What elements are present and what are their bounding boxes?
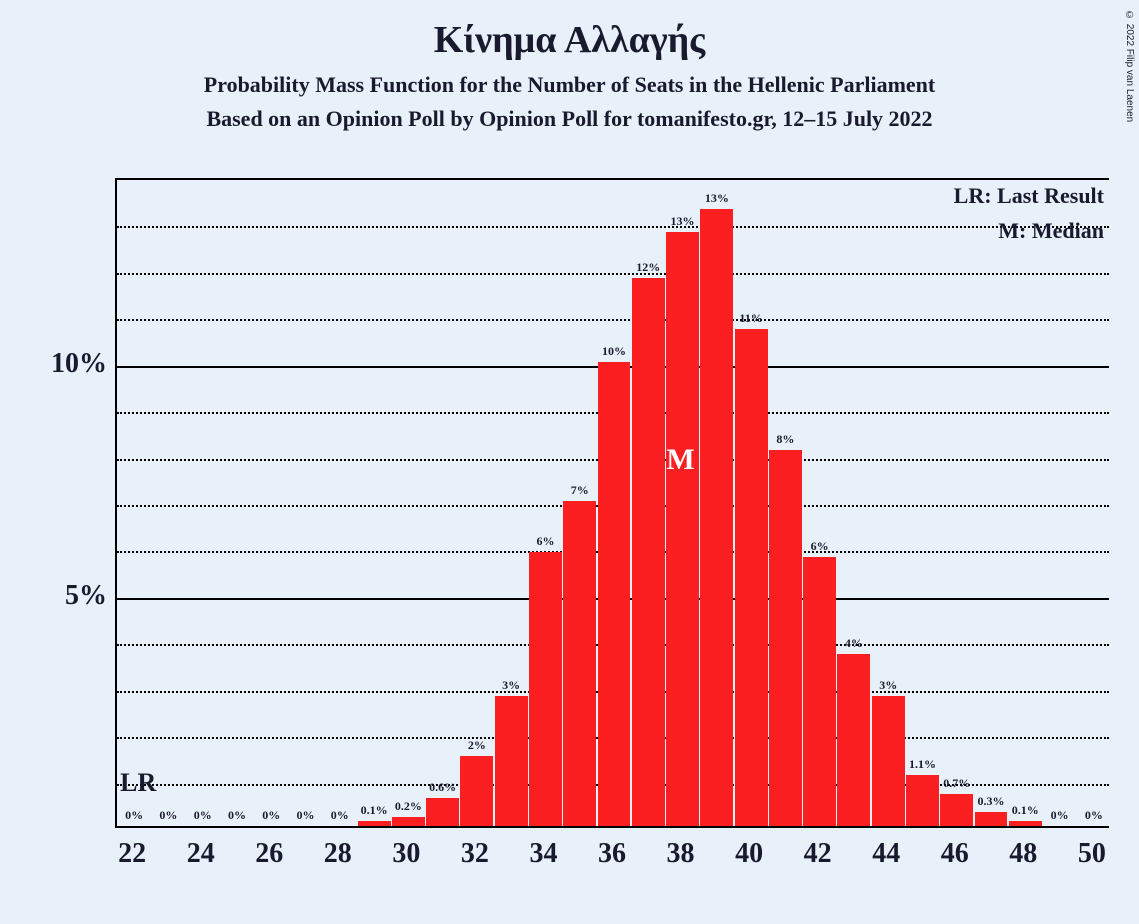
- bar-value-label: 0%: [1085, 808, 1103, 823]
- bar-value-label: 0%: [297, 808, 315, 823]
- legend-last-result: LR: Last Result: [954, 183, 1104, 209]
- bar-value-label: 2%: [468, 738, 486, 753]
- bar-value-label: 0%: [159, 808, 177, 823]
- bar: [632, 278, 665, 826]
- x-axis-label: 50: [1078, 838, 1106, 870]
- bar: [837, 654, 870, 826]
- bar: [563, 501, 596, 826]
- bar-value-label: 6%: [536, 534, 554, 549]
- bar-value-label: 12%: [636, 260, 660, 275]
- legend-median: M: Median: [998, 218, 1104, 244]
- bar: [906, 775, 939, 826]
- last-result-marker: LR: [120, 768, 156, 798]
- x-axis-label: 38: [667, 838, 695, 870]
- bar-value-label: 4%: [845, 636, 863, 651]
- bar-value-label: 0.1%: [361, 803, 388, 818]
- bar: [460, 756, 493, 826]
- x-axis-label: 32: [461, 838, 489, 870]
- bar: [769, 450, 802, 826]
- y-axis-label: 5%: [0, 580, 107, 612]
- median-marker: M: [666, 443, 694, 477]
- gridline-minor: [117, 319, 1109, 321]
- bar: [975, 812, 1008, 826]
- x-axis-label: 40: [735, 838, 763, 870]
- y-axis-label: 10%: [0, 348, 107, 380]
- x-axis-label: 42: [804, 838, 832, 870]
- chart-subtitle-1: Probability Mass Function for the Number…: [30, 72, 1109, 98]
- bar: [358, 821, 391, 826]
- chart-container: Κίνημα Αλλαγής Probability Mass Function…: [0, 0, 1139, 924]
- bar-value-label: 7%: [571, 483, 589, 498]
- bar-value-label: 3%: [879, 678, 897, 693]
- bar-value-label: 0.7%: [943, 776, 970, 791]
- bar: [803, 557, 836, 826]
- bar: [426, 798, 459, 826]
- gridline-minor: [117, 226, 1109, 228]
- chart-title: Κίνημα Αλλαγής: [30, 18, 1109, 62]
- bar-value-label: 0.2%: [395, 799, 422, 814]
- bar-value-label: 10%: [602, 344, 626, 359]
- bar-value-label: 0%: [125, 808, 143, 823]
- x-axis-label: 44: [872, 838, 900, 870]
- bar-value-label: 1.1%: [909, 757, 936, 772]
- bar-value-label: 0.1%: [1012, 803, 1039, 818]
- x-axis-label: 36: [598, 838, 626, 870]
- x-axis-label: 28: [324, 838, 352, 870]
- x-axis-label: 48: [1009, 838, 1037, 870]
- bar-value-label: 13%: [671, 214, 695, 229]
- chart-subtitle-2: Based on an Opinion Poll by Opinion Poll…: [30, 106, 1109, 132]
- bar-value-label: 0.6%: [429, 780, 456, 795]
- bar: [495, 696, 528, 826]
- bar: [666, 232, 699, 826]
- bar-value-label: 0%: [1051, 808, 1069, 823]
- bar-value-label: 3%: [502, 678, 520, 693]
- x-axis-label: 26: [255, 838, 283, 870]
- bar: [1009, 821, 1042, 826]
- bar-value-label: 6%: [811, 539, 829, 554]
- copyright-text: © 2022 Filip van Laenen: [1124, 10, 1135, 122]
- bar-value-label: 0%: [194, 808, 212, 823]
- bar-value-label: 0%: [228, 808, 246, 823]
- gridline-minor: [117, 273, 1109, 275]
- x-axis-label: 46: [941, 838, 969, 870]
- x-axis-label: 34: [529, 838, 557, 870]
- bar: [529, 552, 562, 826]
- bar: [598, 362, 631, 826]
- plot-area: 0% 0% 0% 0% 0% 0% 0% 0.1% 0.2% 0.6% 2% 3% 6% 7% 10% 12%…: [115, 178, 1109, 828]
- bar: [735, 329, 768, 826]
- bar: [940, 794, 973, 827]
- bar: [392, 817, 425, 826]
- bar-value-label: 11%: [739, 311, 762, 326]
- bar-value-label: 0%: [262, 808, 280, 823]
- bar-value-label: 0%: [331, 808, 349, 823]
- bar-value-label: 13%: [705, 191, 729, 206]
- x-axis-label: 22: [118, 838, 146, 870]
- bar: [700, 209, 733, 827]
- x-axis-label: 24: [187, 838, 215, 870]
- x-axis-label: 30: [392, 838, 420, 870]
- bar: [872, 696, 905, 826]
- bar-value-label: 8%: [776, 432, 794, 447]
- bar-value-label: 0.3%: [978, 794, 1005, 809]
